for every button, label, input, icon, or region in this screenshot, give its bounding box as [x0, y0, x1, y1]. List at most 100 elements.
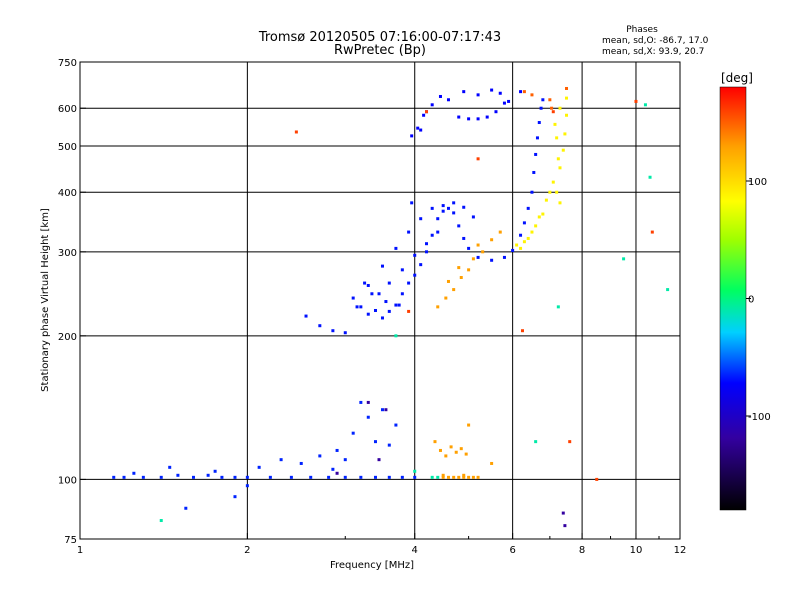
data-point: [184, 506, 188, 510]
data-point: [220, 475, 224, 479]
data-point: [452, 288, 456, 292]
data-point: [294, 130, 298, 134]
data-point: [425, 250, 429, 254]
data-point: [548, 98, 552, 102]
data-point: [446, 475, 450, 479]
data-point: [430, 475, 434, 479]
data-point: [279, 458, 283, 462]
data-point: [485, 115, 489, 119]
data-point: [634, 99, 638, 103]
data-point: [558, 201, 562, 205]
data-point: [457, 224, 461, 228]
data-point: [413, 469, 417, 473]
data-point: [452, 475, 456, 479]
data-point: [520, 329, 524, 333]
data-point: [206, 473, 210, 477]
data-point: [563, 132, 567, 136]
plot-area: [79, 61, 681, 540]
data-point: [666, 288, 670, 292]
y-tick-label: 400: [58, 188, 77, 199]
data-point: [457, 266, 461, 270]
data-point: [561, 148, 565, 152]
data-point: [245, 484, 249, 488]
data-point: [519, 233, 523, 237]
data-point: [419, 217, 423, 221]
data-point: [537, 215, 541, 219]
data-point: [550, 106, 554, 110]
x-tick-label: 2: [244, 545, 250, 556]
data-point: [309, 475, 313, 479]
data-point: [366, 312, 370, 316]
data-point: [289, 475, 293, 479]
data-point: [159, 519, 163, 523]
data-point: [558, 106, 562, 110]
data-point: [622, 257, 626, 261]
data-points: [112, 86, 670, 528]
y-tick-label: 300: [58, 248, 77, 259]
data-point: [335, 448, 339, 452]
data-point: [430, 103, 434, 107]
data-point: [561, 511, 565, 515]
colorbar-label: [deg]: [721, 71, 753, 85]
data-point: [454, 450, 458, 454]
data-point: [643, 103, 647, 107]
data-point: [530, 190, 534, 194]
x-tick-label: 1: [77, 545, 83, 556]
data-point: [438, 448, 442, 452]
data-point: [373, 308, 377, 312]
data-point: [462, 90, 466, 94]
data-point: [331, 467, 335, 471]
data-point: [519, 246, 523, 250]
data-point: [343, 458, 347, 462]
data-point: [373, 440, 377, 444]
data-point: [436, 230, 440, 234]
data-point: [318, 324, 322, 328]
data-point: [553, 122, 557, 126]
chart-subtitle: RwPretec (Bp): [334, 43, 426, 58]
data-point: [318, 454, 322, 458]
data-point: [419, 128, 423, 132]
data-point: [522, 90, 526, 94]
x-tick-label: 12: [674, 545, 687, 556]
data-point: [377, 292, 381, 296]
data-point: [548, 190, 552, 194]
stats-line-o: mean, sd,O: -86.7, 17.0: [602, 36, 709, 46]
data-point: [595, 477, 599, 481]
data-point: [539, 106, 543, 110]
data-point: [462, 475, 466, 479]
stats-heading: Phases: [626, 25, 658, 35]
data-point: [502, 255, 506, 259]
data-point: [467, 117, 471, 121]
y-tick-label: 200: [58, 332, 77, 343]
data-point: [327, 475, 331, 479]
data-point: [565, 113, 569, 117]
data-point: [452, 211, 456, 215]
data-point: [394, 334, 398, 338]
data-point: [430, 206, 434, 210]
data-point: [476, 475, 480, 479]
colorbar-ticks: 100 0 -100: [746, 177, 771, 423]
data-point: [534, 440, 538, 444]
data-point: [387, 475, 391, 479]
y-axis-label: Stationary phase Virtual Height [km]: [40, 208, 51, 392]
data-point: [343, 475, 347, 479]
data-point: [558, 166, 562, 170]
data-point: [446, 206, 450, 210]
data-point: [648, 175, 652, 179]
data-point: [384, 300, 388, 304]
colorbar: [719, 86, 747, 511]
data-point: [526, 206, 530, 210]
data-point: [176, 473, 180, 477]
data-point: [650, 230, 654, 234]
data-point: [449, 445, 453, 449]
data-point: [568, 440, 572, 444]
data-point: [416, 126, 420, 130]
data-point: [419, 263, 423, 267]
data-point: [459, 276, 463, 280]
chart-title: Tromsø 20120505 07:16:00-07:17:43: [258, 30, 501, 45]
data-point: [441, 204, 445, 208]
data-point: [498, 91, 502, 95]
data-point: [457, 115, 461, 119]
data-point: [257, 465, 261, 469]
data-point: [555, 190, 559, 194]
